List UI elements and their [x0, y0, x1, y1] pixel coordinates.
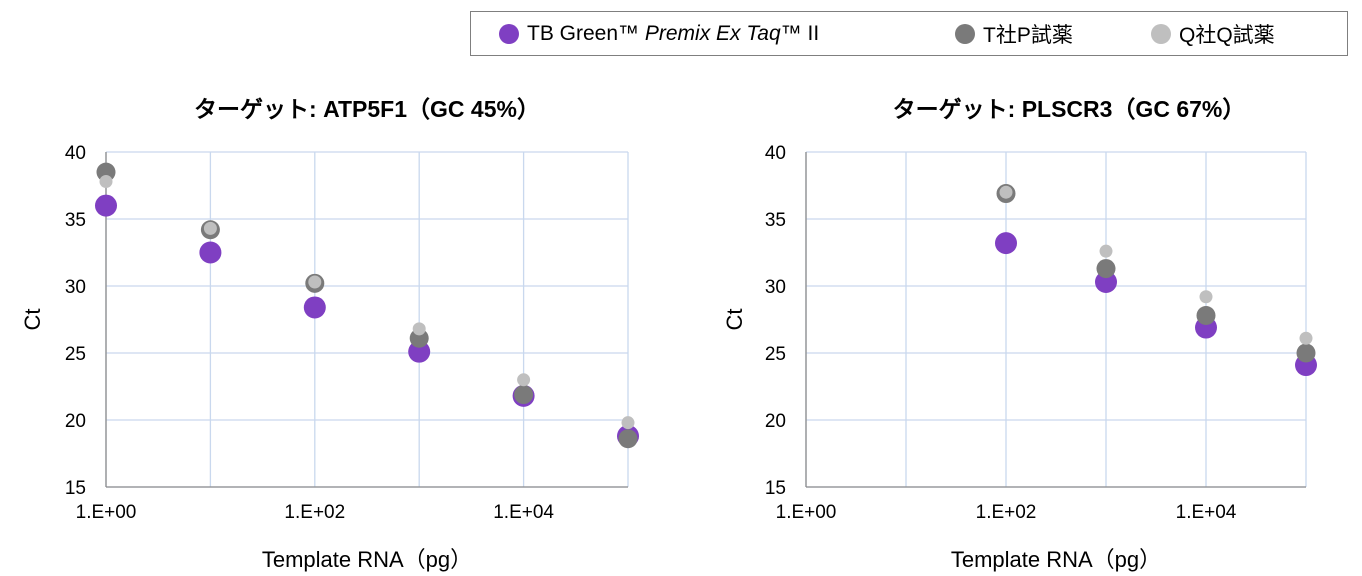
y-tick-label: 20 — [65, 411, 86, 432]
x-tick-label: 1.E+04 — [493, 502, 554, 523]
data-point — [95, 194, 117, 217]
legend-label: Q社Q試薬 — [1179, 23, 1275, 47]
chart-title: ターゲット: PLSCR3（GC 67%） — [893, 96, 1246, 122]
x-axis-label: Template RNA（pg） — [951, 547, 1161, 572]
data-point — [1196, 305, 1216, 325]
chart-panel-2: 15 20 25 30 35 40 1.E+00 1.E+02 1.E+04 ターゲット: PLS… — [722, 96, 1317, 572]
data-point — [999, 185, 1013, 199]
data-point — [99, 174, 113, 188]
y-tick-label: 40 — [65, 143, 86, 164]
data-point — [995, 232, 1017, 255]
y-axis-label: Ct — [722, 309, 747, 331]
data-point — [308, 275, 322, 289]
legend-marker-icon — [499, 23, 519, 44]
x-tick-label: 1.E+00 — [776, 502, 837, 523]
series-2 — [996, 184, 1316, 363]
x-axis-label: Template RNA（pg） — [262, 547, 472, 572]
series-3 — [999, 185, 1313, 345]
y-tick-label: 25 — [65, 344, 86, 365]
legend-marker-icon — [1151, 23, 1171, 44]
series-2 — [96, 162, 638, 449]
data-point — [514, 385, 534, 405]
chart-legend: TB Green™ Premix Ex Taq™ II T社P試薬 Q社Q試薬 — [470, 11, 1348, 56]
data-point — [621, 416, 635, 430]
x-tick-label: 1.E+02 — [976, 502, 1037, 523]
data-point — [203, 221, 217, 235]
y-tick-label: 30 — [765, 277, 786, 298]
data-point — [1296, 343, 1316, 363]
data-point — [1095, 270, 1117, 293]
data-point — [408, 340, 431, 363]
legend-item-1: TB Green™ Premix Ex Taq™ II — [499, 12, 819, 55]
data-point — [1299, 331, 1313, 345]
legend-label: TB Green™ Premix Ex Taq™ II — [527, 21, 820, 45]
y-tick-label: 35 — [65, 210, 86, 231]
data-point — [1199, 290, 1213, 304]
y-tick-label: 15 — [65, 478, 86, 499]
series-3 — [99, 174, 635, 430]
data-point — [1099, 244, 1113, 258]
data-point — [517, 373, 531, 387]
y-tick-label: 15 — [765, 478, 786, 499]
data-point — [199, 241, 222, 264]
y-tick-label: 20 — [765, 411, 786, 432]
legend-marker-icon — [955, 23, 975, 44]
series-1 — [995, 232, 1317, 377]
data-point — [96, 162, 116, 182]
x-tick-label: 1.E+04 — [1176, 502, 1237, 523]
legend-item-3: Q社Q試薬 — [1151, 12, 1275, 55]
x-tick-label: 1.E+02 — [284, 502, 345, 523]
data-point — [303, 296, 326, 319]
chart-panel-1: 15 20 25 30 35 40 1.E+00 1.E+02 1.E+04 ターゲット: ATP… — [20, 96, 639, 572]
data-point — [409, 328, 429, 348]
y-axis-label: Ct — [20, 309, 45, 331]
y-tick-label: 25 — [765, 344, 786, 365]
y-tick-label: 35 — [765, 210, 786, 231]
x-tick-label: 1.E+00 — [76, 502, 137, 523]
data-point — [412, 322, 426, 336]
legend-label: T社P試薬 — [983, 23, 1073, 47]
y-tick-label: 30 — [65, 277, 86, 298]
chart-title: ターゲット: ATP5F1（GC 45%） — [194, 96, 540, 122]
series-1 — [95, 194, 639, 448]
y-tick-label: 40 — [765, 143, 786, 164]
legend-item-2: T社P試薬 — [955, 12, 1073, 55]
data-point — [1096, 259, 1116, 279]
data-point — [618, 429, 638, 449]
